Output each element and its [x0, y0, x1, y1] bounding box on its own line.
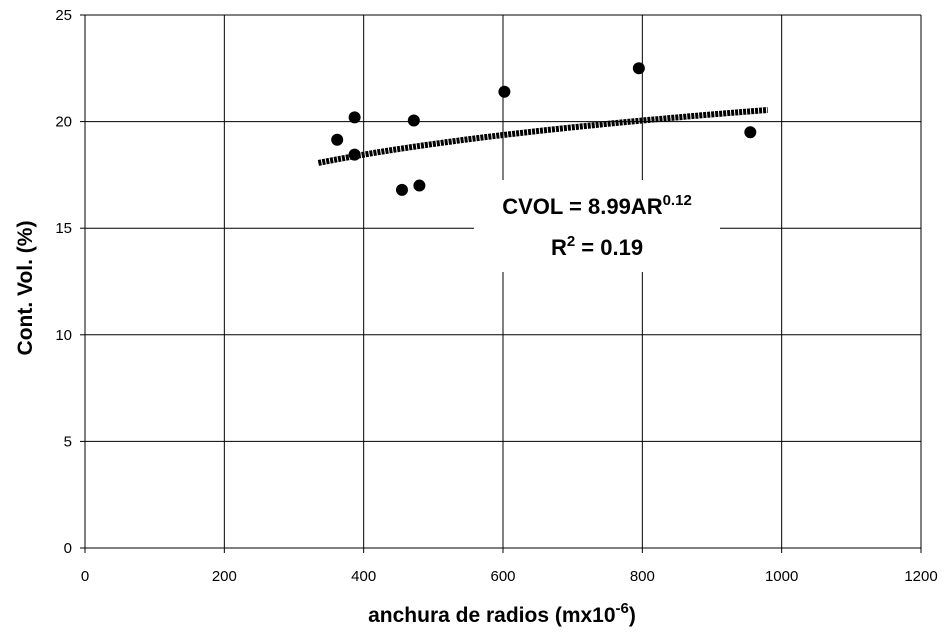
trendline: [317, 106, 768, 166]
grid-lines: [80, 14, 922, 553]
data-point-7: [632, 62, 645, 75]
y-tick-label-5: 25: [55, 7, 72, 24]
data-point-2: [348, 148, 361, 161]
trendline-group: [317, 106, 768, 166]
annotation-equation: CVOL = 8.99AR0.12: [502, 192, 692, 219]
x-tick-label-1: 200: [212, 568, 237, 585]
x-tick-labels: 0 200 400 600 800 1000 1200: [81, 568, 938, 585]
y-tick-label-3: 15: [55, 220, 72, 237]
y-tick-label-1: 5: [64, 433, 72, 450]
y-tick-labels: 0 5 10 15 20 25: [55, 7, 72, 557]
y-tick-label-4: 20: [55, 114, 72, 131]
data-point-6: [498, 85, 511, 98]
data-point-8: [744, 126, 757, 139]
data-point-1: [348, 111, 361, 124]
x-tick-label-5: 1000: [765, 568, 798, 585]
x-tick-label-2: 400: [351, 568, 376, 585]
data-point-0: [331, 133, 344, 146]
x-tick-label-6: 1200: [904, 568, 937, 585]
y-axis-title: Cont. Vol. (%): [14, 221, 37, 356]
x-tick-label-4: 800: [630, 568, 655, 585]
x-tick-label-3: 600: [490, 568, 515, 585]
data-point-5: [413, 179, 426, 192]
y-tick-label-2: 10: [55, 327, 72, 344]
annotation-background: [474, 180, 720, 272]
annotation-r-squared: R2 = 0.19: [551, 233, 643, 260]
data-points: [331, 62, 757, 196]
data-point-3: [395, 183, 408, 196]
annotation-box: [474, 180, 720, 272]
x-axis-title: anchura de radios (mx10-6): [368, 600, 636, 627]
x-tick-label-0: 0: [81, 568, 89, 585]
y-tick-label-0: 0: [64, 540, 72, 557]
data-point-4: [407, 114, 420, 127]
